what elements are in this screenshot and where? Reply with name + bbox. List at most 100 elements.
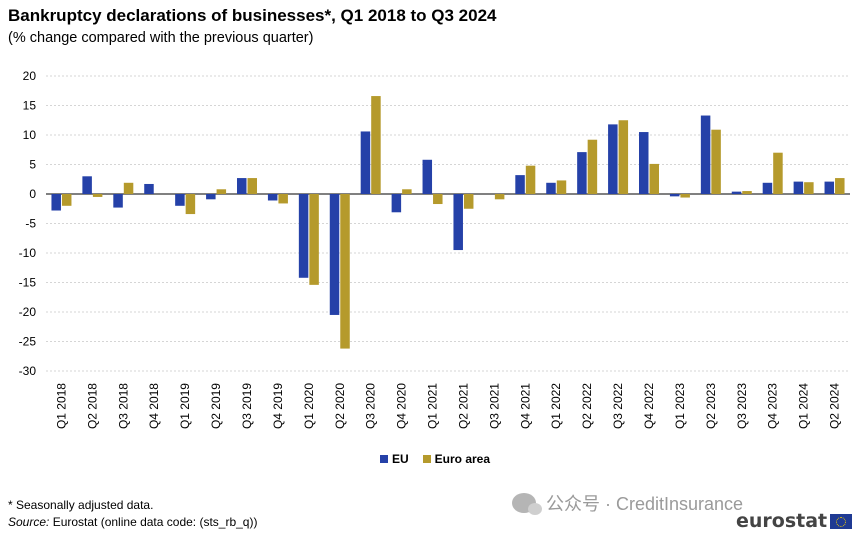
chart-subtitle: (% change compared with the previous qua… [8, 30, 314, 46]
bar-eu [577, 152, 587, 194]
y-tick-label: 20 [23, 69, 37, 83]
bar-euro-area [711, 129, 721, 194]
eurostat-logo: eurostat [736, 510, 853, 532]
bar-eu [731, 191, 742, 194]
bar-eu [700, 115, 711, 194]
x-tick-label: Q3 2018 [116, 383, 130, 429]
y-tick-label: -15 [19, 276, 37, 290]
bar-euro-area [649, 163, 659, 194]
bar-eu [267, 194, 278, 201]
bar-eu [82, 176, 92, 194]
y-tick-label: 0 [29, 187, 36, 201]
bar-eu [639, 132, 649, 194]
x-tick-label: Q2 2023 [704, 383, 718, 429]
bar-eu [144, 183, 154, 194]
bar-eu [237, 178, 247, 194]
bar-euro-area [402, 189, 412, 194]
x-tick-label: Q1 2024 [797, 383, 811, 429]
bar-eu [608, 124, 618, 194]
x-tick-label: Q1 2021 [426, 383, 440, 429]
bar-euro-area [525, 165, 536, 194]
x-tick-label: Q2 2020 [333, 383, 347, 429]
legend-label-euro-area: Euro area [434, 452, 491, 466]
x-tick-label: Q3 2021 [487, 383, 501, 429]
watermark-text: 公众号 · CreditInsurance [546, 494, 744, 514]
x-tick-label: Q1 2023 [673, 383, 687, 429]
bar-chart: 20 15 10 5 0 -5 -10 -15 -20 -25 -30 Q1 2018 Q2 2018 Q… [19, 69, 850, 429]
bar-euro-area [123, 182, 134, 194]
chat-bubble-icon [512, 493, 542, 515]
bar-eu [669, 194, 680, 197]
bar-eu [793, 181, 804, 194]
y-tick-label: 5 [29, 158, 36, 172]
x-tick-label: Q1 2019 [178, 383, 192, 429]
x-tick-label: Q4 2020 [395, 383, 409, 429]
bar-eu [391, 194, 402, 213]
bar-eu [329, 194, 340, 315]
bar-eu [546, 182, 556, 194]
y-tick-label: -30 [19, 364, 37, 378]
y-tick-label: -10 [19, 246, 37, 260]
x-tick-label: Q2 2022 [580, 383, 594, 429]
legend-swatch-eu [380, 455, 388, 463]
x-tick-label: Q3 2023 [735, 383, 749, 429]
bar-eu [206, 194, 216, 200]
bar-euro-area [278, 194, 288, 204]
legend: EU Euro area [380, 452, 504, 466]
bar-euro-area [216, 189, 227, 194]
bar-euro-area [463, 194, 474, 209]
bar-euro-area [371, 96, 381, 194]
bar-euro-area [185, 194, 196, 215]
x-tick-label: Q2 2019 [209, 383, 223, 429]
bar-eu [422, 159, 433, 194]
y-tick-label: -25 [19, 335, 37, 349]
bar-euro-area [742, 191, 752, 194]
bar-eu [824, 181, 835, 194]
legend-item-euro-area: Euro area [422, 452, 491, 466]
bar-euro-area [556, 180, 567, 194]
x-tick-label: Q4 2022 [642, 383, 656, 429]
bar-eu [515, 175, 525, 194]
bar-eu [113, 194, 123, 208]
y-tick-label: 15 [23, 99, 37, 113]
bar-euro-area [433, 194, 443, 205]
y-tick-label: -5 [25, 217, 36, 231]
legend-label-eu: EU [392, 452, 409, 466]
bar-euro-area [340, 194, 350, 349]
x-tick-label: Q3 2020 [364, 383, 378, 429]
x-tick-label: Q1 2022 [549, 383, 563, 429]
bar-euro-area [680, 194, 690, 198]
eu-flag-icon [830, 513, 853, 529]
x-tick-label: Q4 2023 [766, 383, 780, 429]
bar-eu [298, 194, 309, 278]
chart-title: Bankruptcy declarations of businesses*, … [8, 6, 497, 25]
bar-euro-area [587, 139, 598, 194]
x-tick-label: Q2 2018 [85, 383, 99, 429]
x-tick-label: Q4 2021 [518, 383, 532, 429]
bar-eu [51, 194, 61, 211]
bar-euro-area [309, 194, 319, 285]
bar-euro-area [773, 152, 783, 194]
bar-euro-area [92, 194, 103, 197]
x-tick-label: Q4 2019 [271, 383, 285, 429]
bar-euro-area [804, 182, 814, 194]
legend-swatch-euro-area [422, 455, 431, 463]
x-tick-label: Q3 2022 [611, 383, 625, 429]
legend-item-eu: EU [380, 452, 409, 466]
y-tick-label: 10 [23, 128, 37, 142]
source-line: Source: Eurostat (online data code: (sts… [8, 515, 257, 529]
bar-eu [762, 182, 773, 194]
y-tick-label: -20 [19, 305, 37, 319]
logo-text: eurostat [736, 510, 828, 532]
x-tick-label: Q1 2020 [302, 383, 316, 429]
x-tick-label: Q2 2024 [828, 383, 842, 429]
bar-euro-area [618, 120, 629, 194]
bar-euro-area [494, 194, 505, 200]
x-tick-label: Q3 2019 [240, 383, 254, 429]
bar-euro-area [61, 194, 72, 206]
x-tick-label: Q4 2018 [147, 383, 161, 429]
footnote: * Seasonally adjusted data. [8, 498, 154, 512]
watermark: 公众号 · CreditInsurance [512, 490, 743, 516]
source-label: Source: [8, 515, 50, 529]
bar-eu [175, 194, 185, 206]
